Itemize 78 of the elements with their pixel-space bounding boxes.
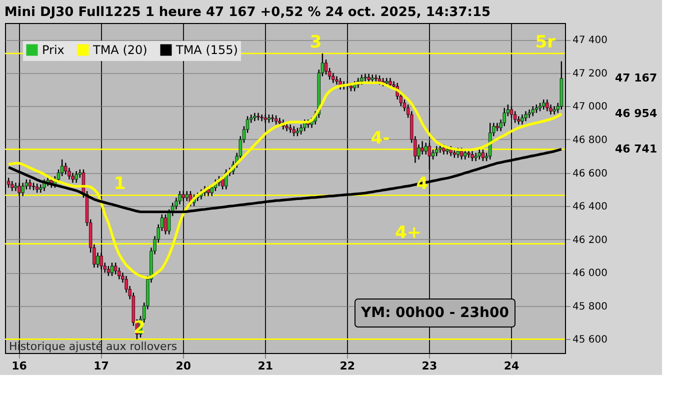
candlestick (260, 114, 264, 122)
y-tick-label: 46 400 (572, 202, 608, 213)
candlestick (431, 148, 435, 160)
candlestick (478, 148, 481, 160)
candlestick (546, 98, 549, 112)
candlestick (110, 262, 114, 277)
candlestick (21, 182, 24, 197)
candlestick (14, 182, 18, 192)
line-series (7, 81, 563, 280)
annotation: 5r (535, 32, 556, 52)
candlestick (502, 107, 506, 127)
y-tick-label: 45 600 (572, 334, 608, 346)
x-tick-label: 17 (94, 360, 109, 372)
y-tick-label: 46 800 (572, 134, 608, 146)
chart-title: Mini DJ30 Full1225 1 heure 47 167 +0,52 % 24 oct. 2025, 14:37:15 (4, 5, 491, 20)
x-tick-label: 23 (422, 360, 438, 372)
text: 46 741 (615, 142, 658, 156)
candlestick (220, 176, 224, 190)
annotation: 4- (370, 128, 390, 148)
candlestick (470, 150, 474, 162)
candlestick (64, 162, 68, 176)
y-tick-label: 46 600 (572, 168, 608, 180)
candlestick (39, 184, 42, 194)
legend-label: TMA (155) (175, 43, 238, 57)
candlestick (42, 178, 46, 192)
candlestick (424, 142, 428, 156)
candlestick (434, 146, 438, 157)
annotation: 4+ (395, 222, 422, 243)
y-tick-label: 47 400 (572, 35, 608, 46)
candlestick (106, 265, 110, 277)
x-tick-label: 22 (340, 360, 356, 372)
legend-label: TMA (20) (92, 43, 148, 57)
candlestick (542, 98, 546, 110)
text: 47 167 (615, 71, 658, 84)
candlestick (299, 124, 303, 136)
text: 46 954 (615, 106, 658, 120)
candlestick (531, 106, 534, 117)
candlestick (524, 110, 528, 122)
candlestick (481, 148, 485, 162)
candlestick (367, 73, 370, 84)
candlestick (253, 112, 256, 122)
candlestick (324, 59, 328, 76)
candlestick (36, 182, 39, 194)
candlestick (549, 104, 552, 116)
y-tick-label: 46 000 (572, 268, 608, 280)
candlestick (420, 140, 424, 156)
x-tick-label: 20 (176, 360, 192, 372)
candlestick (274, 114, 278, 126)
candlestick (60, 158, 64, 177)
annotation: 2 (133, 318, 146, 338)
y-tick-label: 45 800 (572, 301, 608, 312)
candlestick (364, 73, 367, 82)
legend-label: Prix (42, 43, 64, 57)
y-tick-label: 47 200 (572, 68, 608, 80)
candlestick (332, 72, 335, 84)
candlestick (528, 108, 531, 118)
y-tick-label: 46 200 (572, 234, 608, 246)
candlestick (520, 114, 524, 126)
candlestick (496, 122, 499, 132)
x-tick-label: 21 (258, 360, 274, 372)
candlestick (335, 76, 338, 86)
x-tick-label: 16 (12, 360, 28, 372)
candlestick (488, 122, 492, 160)
candlestick (552, 106, 556, 116)
x-tick-label: 24 (504, 360, 520, 372)
candlestick (71, 172, 74, 184)
candlestick (292, 126, 296, 137)
annotation: YM: 00h00 - 23h00 (360, 305, 510, 321)
candlestick (474, 152, 478, 162)
candlestick (28, 178, 32, 190)
annotation: 3 (310, 32, 322, 52)
candlestick (74, 170, 78, 184)
y-tick-label: 47 000 (572, 102, 608, 113)
candlestick (10, 180, 14, 192)
candlestick (256, 112, 260, 121)
annotation: 1 (114, 174, 126, 194)
candlestick (68, 167, 71, 180)
candlestick (185, 190, 189, 202)
